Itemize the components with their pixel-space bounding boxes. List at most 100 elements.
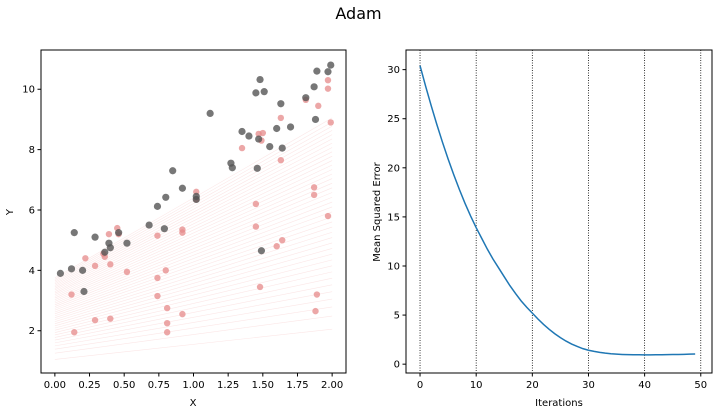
predicted-point	[163, 329, 171, 336]
predicted-point	[324, 85, 332, 92]
x-tick-label: 1.25	[217, 380, 239, 391]
fit-line	[54, 130, 333, 283]
actual-point	[101, 248, 109, 256]
actual-point	[324, 68, 332, 76]
fit-line	[54, 173, 333, 299]
predicted-points-group	[68, 76, 334, 336]
fit-line	[54, 201, 333, 309]
y-tick-label: 5	[394, 311, 400, 322]
y-tick-label: 20	[387, 163, 400, 174]
scatter-y-ticks: 2 4 6 8 10	[22, 85, 41, 337]
actual-point	[278, 144, 286, 152]
figure-title: Adam	[335, 4, 382, 23]
predicted-point	[324, 212, 332, 220]
actual-point	[169, 167, 177, 175]
actual-point	[252, 89, 260, 97]
iteration-vlines-group	[419, 50, 702, 373]
actual-point	[266, 142, 274, 151]
predicted-point	[179, 310, 186, 318]
predicted-point	[179, 229, 186, 236]
predicted-point	[123, 268, 131, 276]
x-tick-label: 0.75	[148, 380, 170, 391]
actual-point	[253, 164, 261, 172]
fit-line	[54, 248, 333, 327]
fit-line	[54, 169, 333, 297]
mse-panel: 0 10 20 30 40 50 0 5 10 15 20 25 30 Iterations Mean…	[372, 49, 713, 409]
fit-line	[54, 221, 333, 317]
actual-point	[327, 61, 335, 69]
actual-point	[78, 266, 87, 274]
actual-point	[256, 75, 264, 84]
predicted-point	[68, 291, 75, 298]
fit-line	[54, 265, 333, 333]
predicted-point	[91, 262, 99, 270]
x-tick-label: 0.25	[78, 380, 100, 391]
predicted-point	[163, 319, 171, 327]
predicted-point	[313, 291, 321, 298]
x-tick-label: 1.50	[252, 380, 274, 391]
predicted-point	[107, 315, 114, 322]
y-tick-label: 4	[29, 266, 35, 277]
actual-point	[286, 123, 295, 131]
fit-line	[54, 178, 333, 300]
actual-point	[245, 132, 253, 140]
x-tick-label: 0.50	[113, 380, 135, 391]
predicted-point	[71, 329, 78, 336]
actual-point	[115, 229, 123, 237]
fit-line	[54, 271, 333, 336]
predicted-point	[252, 223, 260, 230]
y-tick-label: 6	[29, 205, 35, 216]
fit-line	[54, 253, 333, 329]
y-tick-label: 30	[387, 65, 400, 76]
actual-point	[228, 164, 236, 172]
mse-y-ticks: 0 5 10 15 20 25 30	[387, 65, 406, 371]
y-tick-label: 0	[394, 360, 400, 371]
predicted-point	[312, 307, 319, 315]
fit-line	[54, 182, 333, 302]
actual-point	[311, 115, 320, 124]
predicted-point	[154, 232, 161, 239]
x-tick-label: 20	[526, 380, 539, 391]
x-tick-label: 0.00	[44, 380, 66, 391]
actual-point	[255, 135, 263, 143]
y-tick-label: 25	[387, 114, 400, 125]
mse-x-ticks: 0 10 20 30 40 50	[417, 373, 707, 391]
y-tick-label: 8	[29, 145, 35, 156]
mse-curve	[419, 65, 696, 356]
predicted-point	[327, 119, 334, 126]
fit-line	[54, 306, 333, 350]
mse-y-axis-label: Mean Squared Error	[372, 161, 383, 261]
actual-point	[153, 202, 162, 210]
x-tick-label: 50	[694, 380, 707, 391]
actual-point	[238, 127, 246, 136]
actual-point	[206, 109, 214, 117]
fit-line	[54, 231, 333, 320]
predicted-point	[162, 267, 169, 274]
fit-lines-group	[54, 117, 333, 360]
predicted-point	[105, 230, 113, 238]
fit-line	[54, 211, 333, 313]
fit-line	[54, 206, 333, 311]
y-tick-label: 15	[387, 212, 400, 223]
x-tick-label: 1.75	[286, 380, 308, 391]
predicted-point	[91, 316, 99, 324]
fit-line	[54, 142, 333, 288]
fit-line	[54, 155, 333, 292]
actual-point	[160, 225, 168, 233]
fit-line	[54, 284, 333, 341]
predicted-point	[279, 236, 286, 244]
fit-line	[54, 216, 333, 315]
predicted-point	[163, 304, 171, 312]
actual-point	[178, 184, 187, 192]
fit-line	[54, 328, 333, 360]
actual-point	[162, 193, 170, 201]
predicted-point	[252, 200, 260, 208]
fit-line	[54, 187, 333, 304]
actual-point	[313, 67, 321, 75]
predicted-point	[82, 255, 89, 262]
actual-point	[192, 195, 200, 204]
actual-point	[123, 239, 131, 247]
fit-line	[54, 134, 333, 285]
mse-plot-frame	[405, 49, 713, 374]
